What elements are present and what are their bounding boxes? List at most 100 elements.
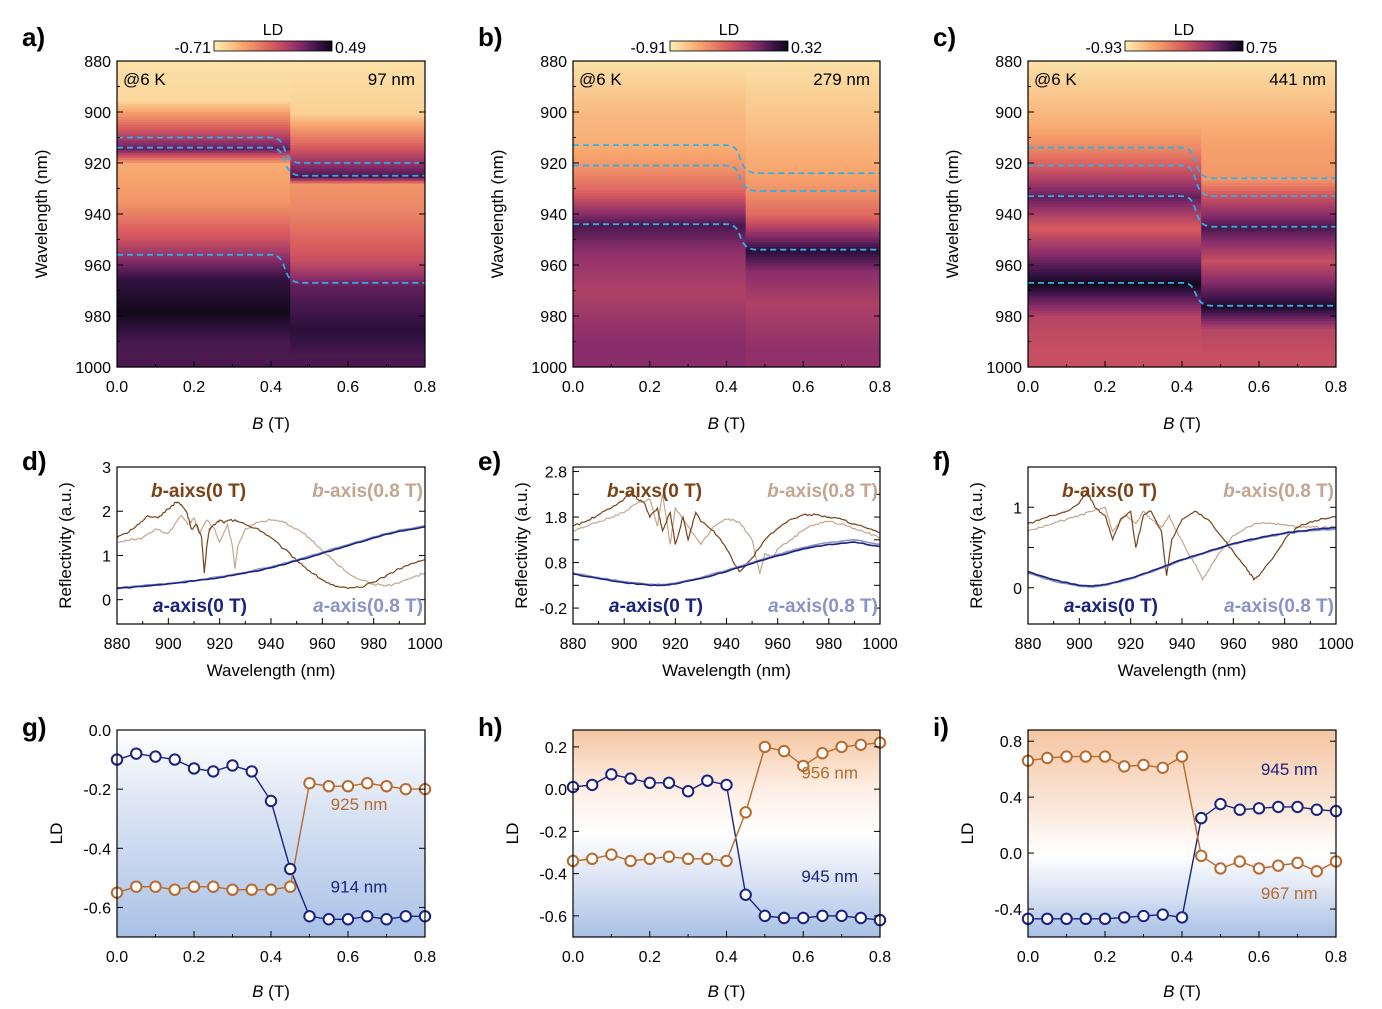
heatmap-cell	[745, 129, 881, 133]
heatmap-cell	[117, 140, 291, 144]
y-axis-label: LD	[503, 823, 522, 845]
heatmap-cell	[290, 328, 426, 332]
heatmap-cell	[117, 81, 291, 85]
x-tick-label: 880	[104, 636, 131, 653]
heatmap-cell	[1201, 132, 1337, 136]
text-span: a	[609, 596, 620, 617]
data-point	[187, 880, 201, 893]
heatmap-cell	[117, 147, 291, 151]
text-span: (T)	[263, 982, 289, 1001]
temperature-annotation: @6 K	[1034, 70, 1077, 89]
y-tick-label: 960	[540, 258, 567, 275]
heatmap-cell	[117, 188, 291, 192]
heatmap-cell	[1028, 127, 1202, 131]
heatmap-cell	[117, 361, 291, 366]
data-point	[681, 785, 695, 798]
heatmap-cell	[745, 106, 881, 111]
y-tick-label: 980	[995, 309, 1022, 326]
heatmap-panel: 880 900 920 940 960 980 1000 0.0 0.2 0.4 0.6 0.8 B (…	[478, 22, 891, 433]
guide-dashed-line	[1028, 281, 1336, 307]
heatmap-cell	[290, 206, 426, 210]
heatmap-cell	[745, 333, 881, 337]
heatmap-cell	[745, 124, 881, 128]
heatmap-cell	[117, 117, 291, 121]
x-axis-label: Wavelength (nm)	[1118, 661, 1247, 680]
data-point	[1079, 912, 1092, 926]
x-tick-label: 920	[206, 636, 233, 653]
heatmap-cell	[573, 78, 747, 82]
heatmap-cell	[573, 326, 747, 330]
y-tick-label: 880	[84, 54, 111, 71]
heatmap-cell	[745, 290, 881, 294]
x-tick-label: 980	[1271, 636, 1298, 653]
heatmap-cell	[290, 124, 426, 128]
heatmap-cell	[573, 336, 747, 340]
x-tick-label: 1000	[407, 636, 443, 653]
heatmap-cell	[745, 318, 881, 322]
heatmap-cell	[1028, 73, 1202, 77]
heatmap-cell	[117, 351, 291, 355]
text-span: -aixs(0 T)	[163, 481, 246, 502]
heatmap-cell	[1201, 76, 1337, 80]
heatmap-cell	[1028, 361, 1202, 366]
heatmap-cell	[573, 349, 747, 353]
heatmap-cell	[573, 361, 747, 366]
heatmap-cell	[117, 298, 291, 302]
heatmap-cell	[117, 316, 291, 320]
heatmap-cell	[117, 254, 291, 258]
heatmap-cell	[1201, 216, 1337, 220]
heatmap-cell	[1201, 117, 1337, 121]
x-tick-label: 0.0	[562, 949, 584, 966]
heatmap-cell	[290, 134, 426, 139]
series-line-a0	[572, 541, 881, 587]
heatmap-cell	[290, 78, 426, 82]
heatmap-cell	[1028, 132, 1202, 136]
heatmap-cell	[573, 216, 747, 220]
x-tick-label: 980	[815, 636, 842, 653]
heatmap-cell	[117, 170, 291, 174]
heatmap-cell	[290, 265, 426, 269]
data-point	[758, 740, 772, 754]
heatmap-cell	[573, 140, 747, 144]
heatmap-cell	[745, 272, 881, 276]
heatmap-cell	[1201, 219, 1337, 223]
heatmap-cell	[117, 262, 291, 266]
heatmap-cell	[117, 191, 291, 195]
legend-b0: b-aixs(0 T)	[607, 481, 702, 502]
heatmap-cell	[1028, 119, 1202, 123]
y-tick-label: 1	[1013, 500, 1022, 517]
heatmap-cell	[1201, 257, 1337, 261]
heatmap-cell	[745, 155, 881, 159]
heatmap-cell	[117, 321, 291, 325]
heatmap-cell	[1201, 272, 1337, 276]
heatmap-cell	[290, 147, 426, 151]
heatmap-cell	[290, 234, 426, 238]
heatmap-cell	[1028, 178, 1202, 182]
heatmap-cell	[1028, 140, 1202, 144]
heatmap-cell	[290, 112, 426, 116]
x-tick-label: 920	[662, 636, 689, 653]
y-axis-label: Reflectivity (a.u.)	[512, 482, 531, 609]
x-tick-label: 0.0	[1017, 379, 1039, 396]
panel-label: h)	[478, 712, 503, 742]
heatmap-cell	[1028, 61, 1202, 65]
temperature-annotation: @6 K	[579, 70, 622, 89]
heatmap-cell	[117, 101, 291, 105]
y-tick-label: 880	[540, 54, 567, 71]
heatmap-cell	[573, 333, 747, 337]
heatmap-cell	[117, 160, 291, 164]
data-point	[1310, 803, 1323, 816]
heatmap-cell	[117, 109, 291, 113]
heatmap-cell	[573, 185, 747, 190]
data-point	[585, 852, 599, 866]
heatmap-cell	[573, 249, 747, 253]
heatmap-cell	[290, 277, 426, 281]
y-tick-label: -0.6	[83, 900, 111, 917]
x-tick-label: 0.2	[1094, 949, 1116, 966]
heatmap-cell	[1028, 76, 1202, 80]
heatmap-cell	[117, 71, 291, 75]
heatmap-cell	[1028, 244, 1202, 248]
heatmap-cell	[573, 63, 747, 67]
data-point	[1195, 849, 1208, 863]
